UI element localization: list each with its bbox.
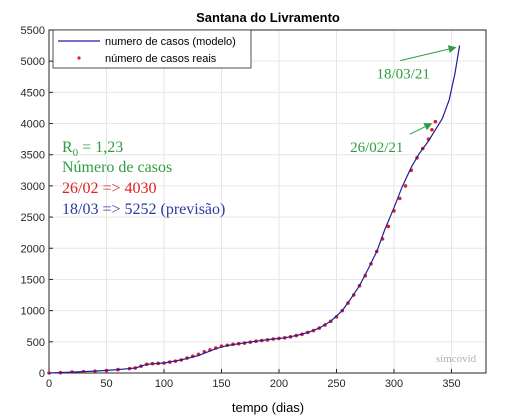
r0-subscript: 0 bbox=[73, 147, 79, 159]
x-tick-label: 0 bbox=[46, 378, 52, 390]
annotation-arrow-1 bbox=[409, 123, 433, 135]
y-tick-label: 3000 bbox=[21, 181, 45, 193]
grid-layer bbox=[48, 29, 486, 374]
x-tick-label: 150 bbox=[212, 378, 230, 390]
y-tick-label: 5000 bbox=[21, 56, 45, 68]
x-tick-label: 300 bbox=[385, 378, 403, 390]
legend-label-real: número de casos reais bbox=[105, 53, 217, 65]
real-case-point bbox=[433, 119, 438, 124]
legend-swatch-real bbox=[77, 56, 81, 60]
x-tick-label: 350 bbox=[442, 378, 460, 390]
notes-heading: Número de casos bbox=[62, 159, 172, 176]
real-case-point bbox=[430, 127, 434, 132]
x-tick-label: 250 bbox=[327, 378, 345, 390]
x-tick-label: 200 bbox=[270, 378, 288, 390]
watermark: simcovid bbox=[436, 353, 477, 365]
r0-value: = 1,23 bbox=[78, 139, 123, 156]
model-curve bbox=[48, 45, 461, 374]
y-tick-label: 5500 bbox=[21, 25, 45, 37]
annotations-layer: 18/03/21 26/02/21 bbox=[350, 45, 457, 156]
real-case-point bbox=[397, 196, 402, 201]
y-tick-label: 1500 bbox=[21, 274, 45, 286]
notes-line-26-02: 26/02 => 4030 bbox=[62, 180, 157, 197]
series-layer bbox=[47, 45, 461, 375]
notes-block: R0 = 1,23 Número de casos 26/02 => 4030 … bbox=[62, 139, 225, 218]
x-tick-label: 100 bbox=[155, 378, 173, 390]
y-tick-label: 3500 bbox=[21, 150, 45, 162]
y-tick-label: 2500 bbox=[21, 212, 45, 224]
x-tick-label: 50 bbox=[100, 378, 112, 390]
y-tick-label: 4000 bbox=[21, 119, 45, 131]
ticks-layer: 0 50 100 150 200 250 300 3500500100015002000250… bbox=[21, 25, 461, 390]
legend-box bbox=[52, 29, 252, 69]
y-tick-label: 2000 bbox=[21, 243, 45, 255]
annotation-label-1: 26/02/21 bbox=[350, 140, 403, 156]
notes-line-18-03: 18/03 => 5252 (previsão) bbox=[62, 201, 225, 218]
annotation-label-0: 18/03/21 bbox=[377, 67, 430, 83]
r0-prefix: R bbox=[62, 139, 73, 156]
chart-title: Santana do Livramento bbox=[196, 10, 340, 25]
real-case-point bbox=[403, 184, 408, 188]
axes-box bbox=[48, 29, 487, 374]
y-tick-label: 4500 bbox=[21, 87, 45, 99]
x-axis-label: tempo (dias) bbox=[232, 400, 304, 415]
legend-label-model: numero de casos (modelo) bbox=[105, 36, 236, 48]
y-tick-label: 0 bbox=[39, 368, 45, 380]
r0-note: R0 = 1,23 bbox=[62, 139, 123, 159]
y-tick-label: 500 bbox=[27, 337, 45, 349]
y-tick-label: 1000 bbox=[21, 306, 45, 318]
annotation-arrow-0 bbox=[400, 45, 457, 62]
real-case-point bbox=[386, 224, 391, 229]
legend: numero de casos (modelo) número de casos… bbox=[52, 29, 252, 69]
